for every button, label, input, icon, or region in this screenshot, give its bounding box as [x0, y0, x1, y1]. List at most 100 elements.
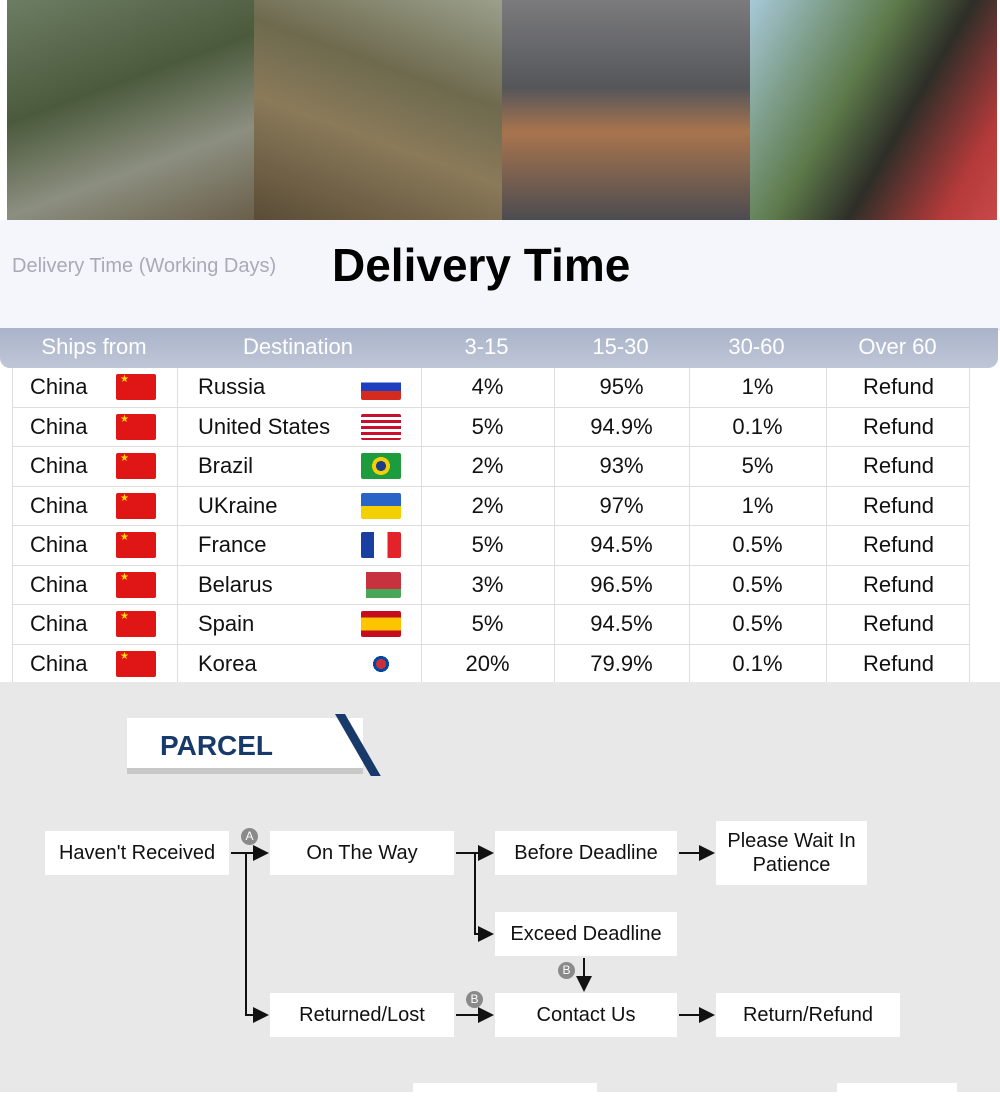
table-row: China Korea 20% 79.9% 0.1% Refund — [12, 644, 970, 684]
arrow-onway-exceed — [474, 853, 494, 942]
product-photos — [0, 0, 1000, 220]
spain-flag-icon — [361, 611, 401, 637]
over-60: Refund — [863, 571, 934, 597]
table-header: Ships from Destination 3-15 15-30 30-60 … — [0, 328, 998, 368]
col-over-60: Over 60 — [858, 334, 937, 359]
col-ships-from: Ships from — [41, 334, 147, 359]
ships-from: China — [30, 571, 88, 597]
delivery-subtitle: Delivery Time (Working Days) — [12, 255, 277, 277]
node-please-wait: Please Wait In Patience — [716, 821, 867, 885]
pct-15-30: 97% — [599, 492, 644, 518]
ships-from: China — [30, 492, 88, 518]
node-exceed-deadline: Exceed Deadline — [495, 912, 677, 956]
destination: Korea — [198, 650, 257, 676]
over-60: Refund — [863, 650, 934, 676]
table-row: China Brazil 2% 93% 5% Refund — [12, 447, 970, 487]
destination: France — [198, 532, 267, 557]
node-before-deadline: Before Deadline — [495, 831, 677, 875]
brazil-flag-icon — [361, 453, 401, 479]
photo-fish-1 — [7, 0, 254, 220]
over-60: Refund — [863, 532, 934, 557]
pct-30-60: 1% — [741, 374, 774, 399]
table-row: China Russia 4% 95% 1% Refund — [12, 368, 970, 408]
node-returned-lost: Returned/Lost — [270, 993, 454, 1037]
china-flag-icon — [116, 492, 156, 519]
china-flag-icon — [116, 532, 156, 558]
pct-3-15: 5% — [471, 532, 504, 557]
pct-15-30: 94.5% — [590, 532, 653, 557]
photo-fish-3 — [502, 0, 750, 220]
col-15-30: 15-30 — [592, 334, 649, 359]
col-30-60: 30-60 — [728, 334, 785, 359]
destination: Belarus — [198, 571, 273, 597]
china-flag-icon — [116, 374, 156, 400]
pct-30-60: 0.5% — [732, 532, 783, 557]
node-on-the-way: On The Way — [270, 831, 454, 875]
pct-30-60: 1% — [741, 492, 774, 518]
pct-15-30: 94.5% — [590, 611, 653, 636]
pct-30-60: 0.5% — [732, 611, 783, 636]
pct-30-60: 0.1% — [732, 413, 783, 439]
china-flag-icon — [116, 571, 156, 598]
pct-3-15: 20% — [465, 650, 510, 676]
parcel-banner: PARCEL — [127, 718, 363, 768]
pct-3-15: 5% — [471, 413, 504, 439]
node-havent-received: Haven't Received — [45, 831, 229, 875]
table-row: China France 5% 94.5% 0.5% Refund — [12, 526, 970, 566]
table-row: China Belarus 3% 96.5% 0.5% Refund — [12, 565, 970, 605]
ships-from: China — [30, 374, 88, 399]
parcel-title: PARCEL — [160, 730, 274, 761]
node-return-refund: Return/Refund — [716, 993, 900, 1037]
over-60: Refund — [863, 413, 934, 439]
pct-15-30: 79.9% — [590, 650, 653, 676]
ships-from: China — [30, 532, 88, 557]
pct-15-30: 95% — [599, 374, 644, 399]
belarus-flag-icon — [361, 571, 401, 598]
node-contact-us: Contact Us — [495, 993, 677, 1037]
photo-fish-2 — [254, 0, 502, 220]
over-60: Refund — [863, 374, 934, 399]
badge-b: B — [466, 991, 483, 1008]
ukraine-flag-icon — [361, 492, 401, 519]
destination: Russia — [198, 374, 266, 399]
over-60: Refund — [863, 453, 934, 478]
col-3-15: 3-15 — [464, 334, 509, 359]
china-flag-icon — [116, 453, 156, 479]
pct-30-60: 5% — [741, 453, 774, 478]
china-flag-icon — [116, 611, 156, 637]
badge-a: A — [241, 828, 258, 845]
pct-15-30: 94.9% — [590, 413, 653, 439]
pct-3-15: 3% — [471, 571, 504, 597]
destination: Brazil — [198, 453, 254, 478]
pct-3-15: 5% — [471, 611, 504, 636]
photo-fish-4 — [750, 0, 997, 220]
over-60: Refund — [863, 611, 934, 636]
delivery-title: Delivery Time — [332, 239, 631, 291]
destination: Spain — [198, 611, 255, 636]
russia-flag-icon — [361, 374, 401, 400]
ships-from: China — [30, 650, 88, 676]
pct-15-30: 96.5% — [590, 571, 653, 597]
table-row: China UKraine 2% 97% 1% Refund — [12, 486, 970, 526]
ships-from: China — [30, 413, 88, 439]
destination: UKraine — [198, 492, 278, 518]
destination: United States — [198, 413, 331, 439]
ships-from: China — [30, 611, 88, 636]
col-destination: Destination — [242, 334, 354, 359]
table-row: China United States 5% 94.9% 0.1% Refund — [12, 407, 970, 447]
pct-3-15: 2% — [471, 492, 504, 518]
pct-3-15: 2% — [471, 453, 504, 478]
france-flag-icon — [361, 532, 401, 558]
ships-from: China — [30, 453, 88, 478]
arrow-received-lost — [245, 853, 269, 1023]
korea-flag-icon — [361, 650, 401, 677]
pct-3-15: 4% — [471, 374, 504, 399]
usa-flag-icon — [361, 413, 401, 440]
over-60: Refund — [863, 492, 934, 518]
china-flag-icon — [116, 650, 156, 677]
pct-30-60: 0.1% — [732, 650, 783, 676]
table-row: China Spain 5% 94.5% 0.5% Refund — [12, 605, 970, 645]
pct-15-30: 93% — [599, 453, 644, 478]
badge-b: B — [558, 962, 575, 979]
